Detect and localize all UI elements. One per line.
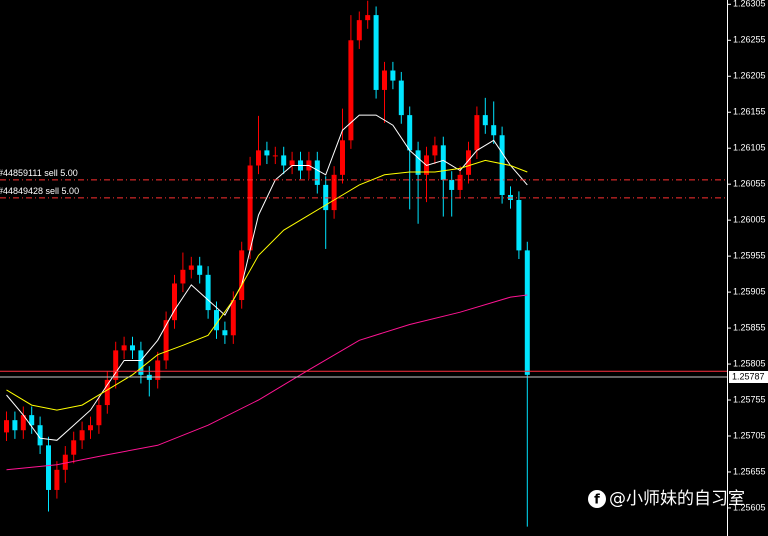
candle-body bbox=[272, 155, 278, 157]
facebook-icon-letter: f bbox=[594, 493, 600, 508]
candle-body bbox=[524, 250, 530, 375]
candle-body bbox=[20, 415, 26, 431]
y-tick-label: 1.25955 bbox=[733, 251, 766, 261]
candle-body bbox=[432, 145, 438, 156]
candle-body bbox=[356, 20, 362, 41]
candle-body bbox=[214, 310, 219, 331]
candle-body bbox=[71, 440, 77, 455]
candle-body bbox=[348, 40, 354, 141]
candle-body bbox=[205, 274, 211, 311]
candle-body bbox=[230, 300, 236, 336]
y-tick-label: 1.26055 bbox=[733, 179, 766, 189]
candle-body bbox=[62, 454, 68, 470]
candle-body bbox=[197, 265, 203, 275]
candle-body bbox=[331, 174, 337, 211]
candle-body bbox=[499, 135, 505, 195]
candle-body bbox=[281, 155, 287, 166]
y-tick-label: 1.26105 bbox=[733, 143, 766, 153]
y-tick-label: 1.25655 bbox=[733, 466, 766, 476]
candle-body bbox=[163, 320, 169, 361]
bid-label-box bbox=[729, 370, 768, 383]
candle-body bbox=[340, 140, 345, 175]
candle-body bbox=[440, 145, 446, 180]
candle-body bbox=[398, 80, 404, 116]
y-tick-label: 1.26005 bbox=[733, 215, 766, 225]
candle-body bbox=[474, 115, 480, 151]
candle-body bbox=[222, 330, 228, 336]
candle-body bbox=[264, 150, 270, 156]
candle-body bbox=[382, 70, 387, 90]
bid-label: 1.25787 bbox=[732, 371, 765, 381]
candle-body bbox=[37, 425, 43, 446]
candle-body bbox=[247, 165, 253, 251]
moving-average-line bbox=[6, 294, 528, 471]
candle-body bbox=[79, 430, 85, 441]
facebook-icon bbox=[588, 490, 606, 508]
order-label: #44859111 sell 5.00 bbox=[0, 168, 78, 178]
y-tick-label: 1.26305 bbox=[733, 0, 766, 9]
candle-body bbox=[314, 160, 320, 185]
y-tick-label: 1.26205 bbox=[733, 71, 766, 81]
candle-body bbox=[96, 405, 102, 426]
candle-body bbox=[466, 150, 471, 175]
candle-body bbox=[138, 350, 144, 375]
candle-body bbox=[256, 150, 261, 166]
candle-body bbox=[449, 179, 455, 190]
candle-body bbox=[415, 150, 421, 175]
candle-body bbox=[390, 70, 396, 81]
watermark: f @小师妹的自习室 bbox=[588, 489, 745, 509]
candle-body bbox=[88, 425, 93, 431]
y-tick-label: 1.25855 bbox=[733, 322, 766, 332]
candle-body bbox=[516, 200, 522, 251]
moving-average-line bbox=[6, 159, 528, 411]
candle-body bbox=[54, 469, 60, 490]
candle-body bbox=[12, 420, 18, 431]
candle-body bbox=[289, 160, 295, 166]
y-tick-label: 1.26255 bbox=[733, 35, 766, 45]
candle-body bbox=[239, 250, 245, 301]
candle-body bbox=[104, 379, 110, 406]
y-tick-label: 1.25605 bbox=[733, 502, 766, 512]
candle-body bbox=[121, 345, 127, 351]
candle-body bbox=[457, 174, 463, 190]
candle-body bbox=[130, 345, 135, 351]
candle-body bbox=[365, 15, 371, 21]
candle-body bbox=[4, 420, 9, 433]
y-tick-label: 1.25755 bbox=[733, 394, 766, 404]
watermark-text: @小师妹的自习室 bbox=[609, 489, 745, 509]
y-tick-label: 1.26155 bbox=[733, 107, 766, 117]
candle-body bbox=[155, 360, 161, 380]
y-tick-label: 1.25805 bbox=[733, 358, 766, 368]
candle-body bbox=[172, 283, 177, 321]
y-tick-label: 1.25705 bbox=[733, 430, 766, 440]
candle-body bbox=[46, 445, 51, 490]
moving-average-line bbox=[6, 114, 528, 441]
y-tick-label: 1.25905 bbox=[733, 286, 766, 296]
candle-body bbox=[113, 350, 119, 380]
candle-body bbox=[180, 269, 186, 284]
candle-body bbox=[29, 415, 35, 426]
order-label: #44849428 sell 5.00 bbox=[0, 186, 79, 196]
candle-body bbox=[482, 115, 488, 126]
candle-body bbox=[407, 115, 413, 151]
candle-body bbox=[491, 125, 497, 136]
candle-body bbox=[188, 265, 194, 270]
candle-body bbox=[373, 15, 379, 90]
